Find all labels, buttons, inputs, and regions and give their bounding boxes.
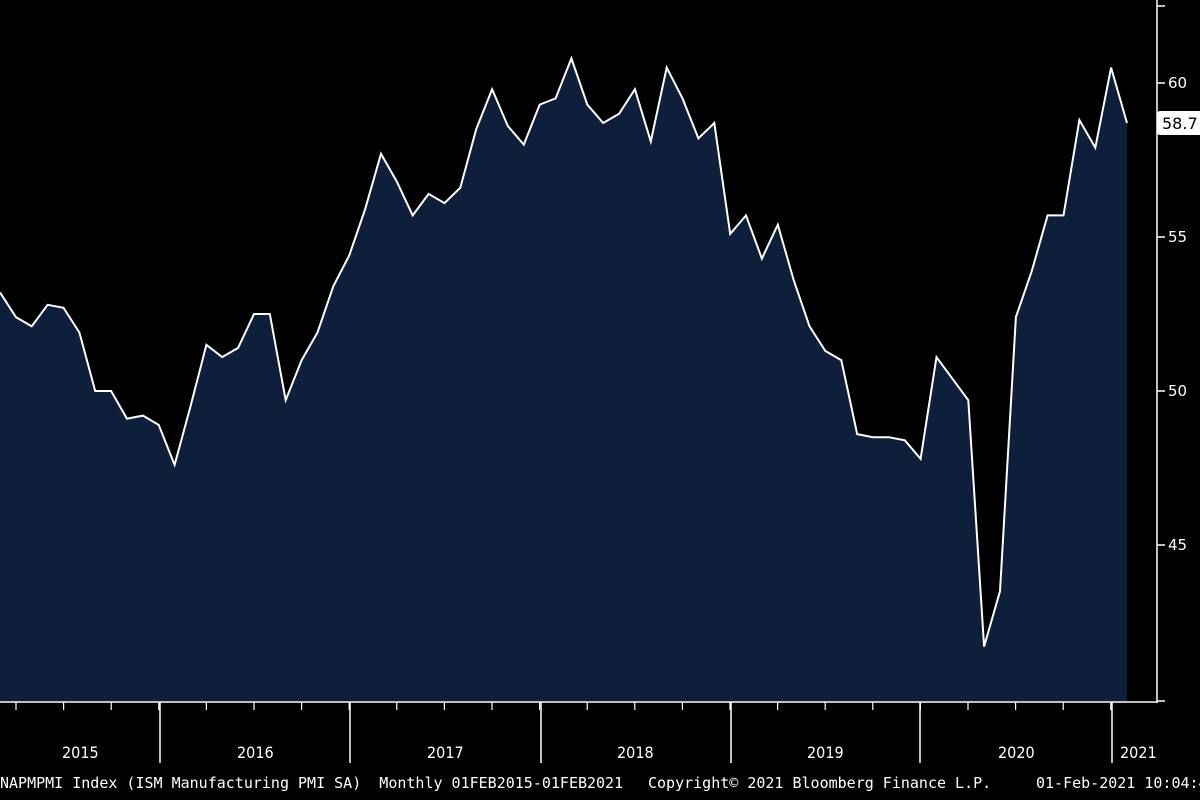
last-value-label: 58.7 xyxy=(1162,114,1198,133)
pmi-area-chart: 45 50 55 60 58.7 2015 2016 2017 2018 2019 2020 2021 xyxy=(0,0,1200,763)
footer-ticker: NAPMPMI Index (ISM Manufacturing PMI SA)… xyxy=(0,774,624,792)
chart-footer: NAPMPMI Index (ISM Manufacturing PMI SA)… xyxy=(0,768,1200,800)
y-tick-label: 60 xyxy=(1168,74,1187,92)
x-tick-label: 2016 xyxy=(237,743,274,762)
x-tick-label: 2017 xyxy=(427,743,464,762)
last-value-box xyxy=(1157,111,1200,136)
footer-timestamp: 01-Feb-2021 10:04:48 xyxy=(1036,774,1200,792)
y-tick-label: 50 xyxy=(1168,382,1187,400)
y-tick-label: 55 xyxy=(1168,228,1187,246)
x-tick-label: 2015 xyxy=(62,743,99,762)
x-tick-label: 2018 xyxy=(617,743,654,762)
x-tick-label: 2021 xyxy=(1120,743,1157,762)
x-tick-label: 2019 xyxy=(807,743,844,762)
x-tick-label: 2020 xyxy=(998,743,1035,762)
area-fill xyxy=(0,58,1127,701)
series-line xyxy=(0,55,1128,647)
y-tick-label: 45 xyxy=(1168,536,1187,554)
footer-copyright: Copyright© 2021 Bloomberg Finance L.P. xyxy=(648,774,992,792)
